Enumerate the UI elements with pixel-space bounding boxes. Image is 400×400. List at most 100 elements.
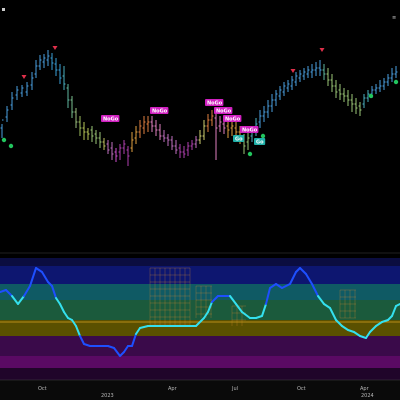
oscillator-line-segment bbox=[51, 285, 57, 299]
signal-label: NoGo bbox=[205, 99, 224, 106]
price-bar bbox=[350, 94, 354, 112]
price-bar bbox=[170, 136, 174, 150]
oscillator-line-segment bbox=[55, 297, 61, 305]
price-bar bbox=[62, 66, 66, 90]
price-bar bbox=[230, 120, 234, 136]
sell-arrow-icon bbox=[319, 48, 325, 52]
price-bar bbox=[386, 74, 390, 86]
oscillator-line-segment bbox=[395, 303, 400, 307]
sell-arrow-icon bbox=[290, 69, 296, 73]
price-bar bbox=[90, 126, 94, 142]
x-tick-label: 2024 bbox=[361, 393, 374, 399]
signal-label-text: Go bbox=[256, 139, 264, 145]
price-bar bbox=[66, 84, 70, 108]
x-axis: Oct 2023 Apr Jul Oct 2024 Apr bbox=[0, 379, 400, 400]
oscillator-line-segment bbox=[123, 345, 129, 353]
signal-label-badge bbox=[101, 115, 120, 122]
oscillator-line-segment bbox=[391, 305, 397, 317]
oscillator-line-segment bbox=[229, 295, 237, 305]
oscillator-band bbox=[0, 284, 400, 300]
price-bar bbox=[94, 130, 98, 144]
price-bar bbox=[46, 50, 50, 66]
price-bar bbox=[86, 128, 90, 140]
oscillator-line-segment bbox=[299, 267, 307, 275]
oscillator-line-segment bbox=[329, 307, 337, 321]
price-bar bbox=[42, 54, 46, 68]
oscillator-line-segment bbox=[0, 289, 7, 293]
oscillator-line-segment bbox=[17, 295, 25, 305]
signal-label: Go bbox=[233, 135, 245, 142]
price-bar bbox=[134, 126, 138, 144]
oscillator-line-segment bbox=[195, 317, 205, 327]
price-bar bbox=[302, 68, 306, 80]
oscillator-line-segment bbox=[317, 295, 325, 305]
price-bar bbox=[142, 116, 146, 134]
price-bar bbox=[362, 94, 366, 108]
x-tick-label: Jul bbox=[231, 386, 238, 392]
sell-arrow-icon bbox=[52, 46, 58, 50]
oscillator-line-segment bbox=[289, 271, 297, 285]
oscillator-line-segment bbox=[79, 335, 85, 345]
price-bar bbox=[206, 114, 210, 132]
price-bar bbox=[194, 136, 198, 148]
price-bar bbox=[20, 85, 24, 97]
oscillator-line-segment bbox=[29, 267, 37, 287]
price-bar bbox=[162, 130, 166, 142]
x-tick-label: Oct bbox=[38, 386, 47, 392]
price-bar bbox=[266, 100, 270, 118]
oscillator-line-segment bbox=[335, 319, 343, 327]
price-bar bbox=[366, 90, 370, 102]
price-bar bbox=[126, 146, 130, 166]
signal-label-text: NoGo bbox=[242, 127, 258, 133]
oscillator-line-segment bbox=[5, 289, 13, 297]
price-bar bbox=[274, 90, 278, 106]
price-bar bbox=[218, 116, 222, 132]
price-bar bbox=[282, 82, 286, 96]
price-bar bbox=[154, 120, 158, 136]
price-bar bbox=[114, 148, 118, 162]
oscillator-band bbox=[0, 320, 400, 336]
buy-dot-icon bbox=[247, 151, 253, 157]
price-bar bbox=[138, 120, 142, 138]
price-bar bbox=[190, 140, 194, 150]
price-bar bbox=[322, 64, 326, 80]
signal-label-text: NoGo bbox=[216, 108, 232, 114]
oscillator-line-segment bbox=[365, 331, 371, 339]
signal-label-text: Go bbox=[235, 136, 243, 142]
price-bar bbox=[278, 86, 282, 100]
signal-label-badge bbox=[233, 135, 245, 142]
oscillator-line-segment bbox=[41, 271, 49, 283]
signal-label-text: NoGo bbox=[103, 116, 119, 122]
oscillator-line-segment bbox=[281, 283, 291, 289]
price-bar bbox=[202, 120, 206, 140]
price-bar bbox=[74, 108, 78, 128]
oscillator-line-segment bbox=[207, 301, 213, 313]
buy-dot-icon bbox=[368, 93, 374, 99]
oscillator-line-segment bbox=[261, 303, 267, 317]
price-bar bbox=[314, 62, 318, 76]
signal-label-badge bbox=[223, 115, 242, 122]
x-tick-label: Apr bbox=[168, 386, 178, 392]
price-bar bbox=[210, 110, 214, 126]
buy-dot-icon bbox=[260, 133, 266, 139]
signal-label-text: NoGo bbox=[152, 108, 168, 114]
price-bar bbox=[38, 55, 42, 70]
signal-label-text: NoGo bbox=[225, 116, 241, 122]
price-bar bbox=[354, 98, 358, 114]
oscillator-line-segment bbox=[241, 311, 251, 319]
signals bbox=[1, 46, 399, 157]
oscillator-line-segment bbox=[83, 343, 91, 347]
price-bar bbox=[338, 84, 342, 100]
price-bar bbox=[146, 116, 150, 132]
price-bar bbox=[258, 110, 262, 128]
signal-label: NoGo bbox=[223, 115, 242, 122]
price-bar bbox=[298, 70, 302, 82]
price-bar bbox=[342, 88, 346, 102]
price-bar bbox=[270, 94, 274, 112]
menu-icon[interactable]: ≡ bbox=[392, 15, 396, 21]
oscillator-line-segment bbox=[107, 345, 115, 349]
price-bar bbox=[122, 140, 126, 154]
oscillator-line-segment bbox=[341, 325, 349, 331]
price-bar bbox=[130, 132, 134, 152]
